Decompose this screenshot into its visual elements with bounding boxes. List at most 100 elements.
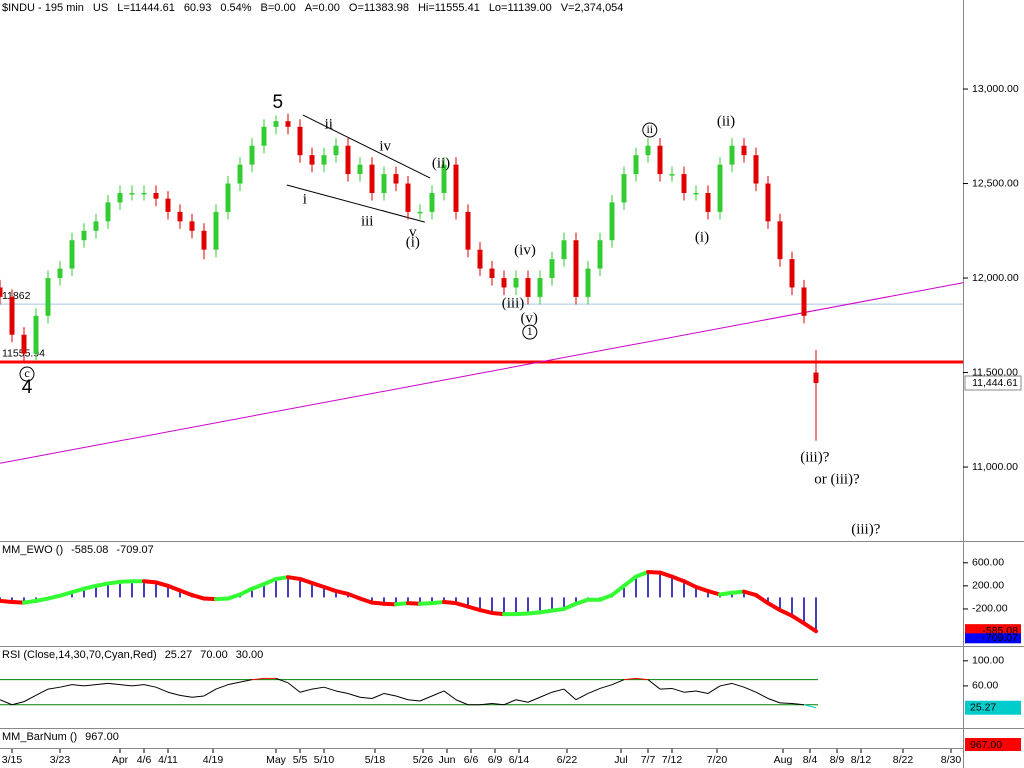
rsi-line (539, 691, 553, 698)
candle-body (285, 121, 291, 127)
y-tick-label: 200.00 (972, 580, 1004, 592)
ewo-histogram (671, 576, 673, 598)
ewo-line (670, 574, 686, 584)
rsi-line (803, 704, 817, 709)
candle-body (813, 372, 819, 384)
candle-body (609, 202, 615, 241)
ewo-line (250, 582, 266, 591)
candle-body (105, 202, 111, 222)
candle-body (261, 126, 267, 146)
ewo-line (574, 597, 590, 606)
rsi-line (767, 698, 781, 704)
x-tick-label: 5/18 (365, 754, 386, 766)
ewo-histogram (767, 597, 769, 604)
ewo-line (742, 589, 758, 598)
candle-body (381, 174, 387, 193)
rsi-legend: RSI (Close,14,30,70,Cyan,Red) (2, 649, 157, 661)
ewo-line (562, 601, 578, 611)
ewo-histogram (383, 597, 385, 604)
rsi-line (0, 699, 13, 706)
header-item: B=0.00 (261, 2, 296, 14)
ewo-line (82, 583, 98, 591)
ewo-line (70, 586, 86, 595)
rsi-line (107, 682, 121, 686)
candle-body (9, 296, 15, 335)
ewo-line (658, 570, 674, 579)
x-tick-label: 8/30 (941, 754, 962, 766)
ewo-histogram (683, 581, 685, 598)
rsi-line (335, 690, 349, 694)
barnum-legend: 967.00 (85, 731, 119, 743)
candle-body (81, 230, 87, 241)
annotation: v (409, 224, 417, 240)
candle-body (45, 278, 51, 316)
ewo-histogram (371, 597, 373, 603)
candle-body (765, 183, 771, 222)
candle-body (705, 192, 711, 212)
candle-body (717, 164, 723, 212)
ewo-legend: MM_EWO () (2, 544, 63, 556)
candle-body (345, 145, 351, 175)
ewo-line (778, 608, 794, 618)
rsi-line (743, 686, 757, 693)
ewo-histogram (731, 592, 733, 598)
annotation: i (303, 191, 307, 207)
ewo-line (322, 585, 338, 594)
ewo-line (394, 601, 410, 607)
rsi-line (587, 687, 601, 694)
candle-body (153, 192, 159, 199)
ewo-line (766, 601, 782, 613)
ewo-line (142, 579, 158, 585)
rsi-line (275, 677, 289, 684)
ewo-histogram (179, 590, 181, 598)
rsi-line (491, 703, 505, 706)
rsi-line (347, 692, 361, 698)
x-tick-label: 6/6 (464, 754, 479, 766)
x-tick-label: 5/5 (293, 754, 308, 766)
ewo-histogram (407, 597, 409, 604)
rsi-line (635, 677, 649, 681)
ewo-histogram (419, 597, 421, 604)
annotation: iii (361, 214, 374, 230)
ewo-line (622, 574, 638, 588)
ewo-line (118, 579, 134, 584)
x-tick-label: 8/12 (851, 754, 872, 766)
candle-body (693, 192, 699, 195)
ewo-line (514, 611, 530, 617)
ewo-line (358, 596, 374, 605)
ewo-line (310, 580, 326, 590)
candle-body (33, 315, 39, 354)
ewo-line (406, 601, 422, 606)
level-label: 11862 (2, 290, 31, 302)
ewo-line (202, 596, 218, 602)
candle-body (777, 221, 783, 260)
ewo-line (754, 593, 770, 606)
y-tick-label: 11,500.00 (972, 366, 1018, 378)
ewo-histogram (695, 587, 697, 598)
rsi-legend: 25.27 (165, 649, 193, 661)
ewo-histogram (479, 597, 481, 611)
rsi-line (71, 684, 85, 687)
candle-body (129, 192, 135, 195)
rsi-line (515, 699, 529, 703)
y-tick-label: 12,500.00 (972, 177, 1019, 189)
rsi-line (443, 690, 457, 701)
annotation-circle (642, 122, 658, 138)
rsi-line (35, 688, 49, 696)
ewo-histogram (275, 578, 277, 598)
rsi-line (575, 693, 589, 701)
ewo-line (334, 589, 350, 596)
candle-body (621, 174, 627, 203)
rsi-line (23, 694, 37, 703)
ewo-histogram (155, 582, 157, 598)
rsi-line (11, 701, 25, 706)
ewo-line (58, 590, 74, 598)
annotation: (iii) (502, 296, 525, 312)
last-price-box (964, 375, 1022, 391)
candle-body (753, 155, 759, 184)
x-tick-label: 3/15 (2, 754, 23, 766)
barnum-box (965, 738, 1021, 751)
rsi-line (719, 682, 733, 687)
annotation: 5 (273, 92, 284, 113)
rsi-line (407, 699, 421, 702)
